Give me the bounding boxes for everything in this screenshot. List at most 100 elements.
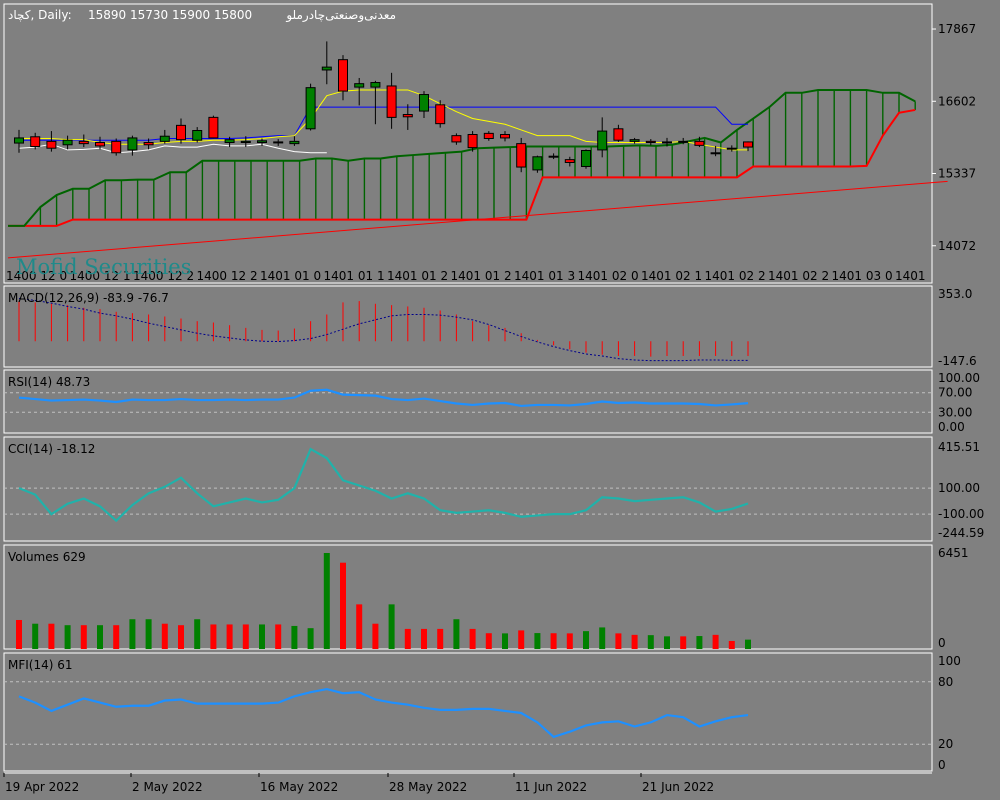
volume-bar bbox=[647, 635, 654, 649]
candle bbox=[500, 131, 510, 142]
price-axis-label: 17867 bbox=[938, 22, 976, 36]
candle-body bbox=[95, 141, 105, 147]
candle-body bbox=[597, 130, 608, 151]
volume-bar bbox=[696, 636, 703, 649]
main-date-label: 1400 12 0 bbox=[6, 269, 67, 283]
oscillator-axis-label: -244.59 bbox=[938, 526, 984, 540]
candle bbox=[629, 137, 640, 144]
ohlc-label: 15890 15730 15900 15800 bbox=[88, 8, 252, 22]
candle-body bbox=[548, 155, 559, 158]
candle bbox=[645, 139, 656, 146]
candle bbox=[370, 80, 381, 125]
oscillator-axis-label: 0.00 bbox=[938, 420, 965, 434]
bottom-date-label: 2 May 2022 bbox=[132, 780, 203, 794]
volume-bar bbox=[615, 633, 622, 649]
candle bbox=[564, 156, 575, 167]
volume-axis-label: 0 bbox=[938, 636, 946, 650]
candle-body bbox=[435, 104, 446, 125]
bottom-date-label: 16 May 2022 bbox=[260, 780, 338, 794]
candle bbox=[743, 141, 753, 152]
candle-body bbox=[386, 85, 397, 118]
volume-bar bbox=[226, 624, 233, 649]
candle-body bbox=[224, 139, 235, 143]
oscillator-axis-label: 415.51 bbox=[938, 440, 980, 454]
volume-bar bbox=[437, 628, 444, 649]
volume-bar bbox=[534, 633, 541, 649]
oscillator-axis-label: 20 bbox=[938, 737, 953, 751]
watermark: Mofid Securities bbox=[16, 255, 192, 279]
main-date-label: 1401 02 2 bbox=[768, 269, 829, 283]
candle-body bbox=[564, 159, 575, 163]
candle-body bbox=[694, 140, 705, 146]
volume-bar bbox=[16, 619, 22, 649]
candle-body bbox=[402, 114, 413, 118]
candle-body bbox=[467, 134, 478, 149]
main-date-label: 1401 03 0 bbox=[832, 269, 893, 283]
candle-body bbox=[581, 149, 591, 167]
volume-bar bbox=[421, 628, 427, 649]
candle-body bbox=[419, 94, 429, 112]
volume-bar bbox=[469, 628, 476, 649]
candle bbox=[224, 136, 235, 148]
candle bbox=[176, 118, 186, 144]
candle bbox=[159, 129, 170, 144]
price-axis-label: 16602 bbox=[938, 94, 976, 108]
bottom-date-label: 11 Jun 2022 bbox=[515, 780, 587, 794]
candle-body bbox=[111, 140, 122, 154]
candle bbox=[354, 77, 365, 106]
bottom-date-label: 21 Jun 2022 bbox=[642, 780, 714, 794]
candle bbox=[678, 137, 689, 145]
candle-body bbox=[500, 134, 510, 139]
candle bbox=[30, 132, 41, 150]
volume-bar bbox=[161, 623, 168, 649]
cci-line bbox=[18, 447, 749, 523]
candle bbox=[581, 149, 591, 169]
macd-signal-line bbox=[18, 297, 748, 362]
volume-bar bbox=[566, 633, 573, 649]
candle-body bbox=[338, 59, 348, 92]
oscillator-axis-label: 70.00 bbox=[938, 386, 972, 400]
ichimoku-cloud bbox=[39, 89, 916, 226]
candle bbox=[95, 136, 105, 150]
oscillator-axis-label: 80 bbox=[938, 675, 953, 689]
volume-bar bbox=[129, 619, 136, 649]
oscillator-axis-label: -100.00 bbox=[938, 507, 984, 521]
main-date-label: 1400 12 2 bbox=[197, 269, 258, 283]
candle-body bbox=[662, 141, 672, 144]
candle bbox=[435, 100, 446, 128]
candle bbox=[532, 155, 543, 173]
volume-bar bbox=[259, 624, 265, 649]
candle bbox=[192, 127, 203, 143]
volume-bar bbox=[583, 631, 589, 649]
main-date-label: 1401 01 2 bbox=[451, 269, 512, 283]
volume-bar bbox=[307, 628, 314, 649]
candle bbox=[710, 145, 721, 157]
candle bbox=[386, 72, 397, 129]
candle bbox=[516, 137, 527, 173]
candle-body bbox=[257, 140, 267, 143]
kijun-sen-line bbox=[19, 106, 748, 141]
candle-body bbox=[710, 152, 721, 155]
candle-body bbox=[354, 83, 365, 88]
rsi-title: RSI(14) 48.73 bbox=[8, 375, 90, 389]
volume-bar bbox=[404, 628, 411, 649]
candle bbox=[305, 83, 316, 131]
candle bbox=[62, 135, 73, 150]
main-date-label: 1401 01 3 bbox=[514, 269, 575, 283]
volume-bar bbox=[453, 619, 460, 649]
oscillator-axis-label: 100.00 bbox=[938, 371, 980, 385]
volume-panel bbox=[3, 544, 933, 650]
candle bbox=[548, 153, 559, 160]
candle bbox=[289, 136, 300, 146]
volume-bar bbox=[64, 625, 71, 649]
volume-bar bbox=[712, 634, 719, 649]
volume-bar bbox=[145, 619, 152, 649]
candle bbox=[257, 138, 267, 146]
volume-bar bbox=[242, 624, 249, 649]
cci-panel bbox=[3, 436, 933, 542]
candle-body bbox=[370, 82, 381, 88]
candle bbox=[726, 145, 737, 152]
volume-bar bbox=[680, 636, 687, 649]
volume-bar bbox=[388, 604, 395, 649]
